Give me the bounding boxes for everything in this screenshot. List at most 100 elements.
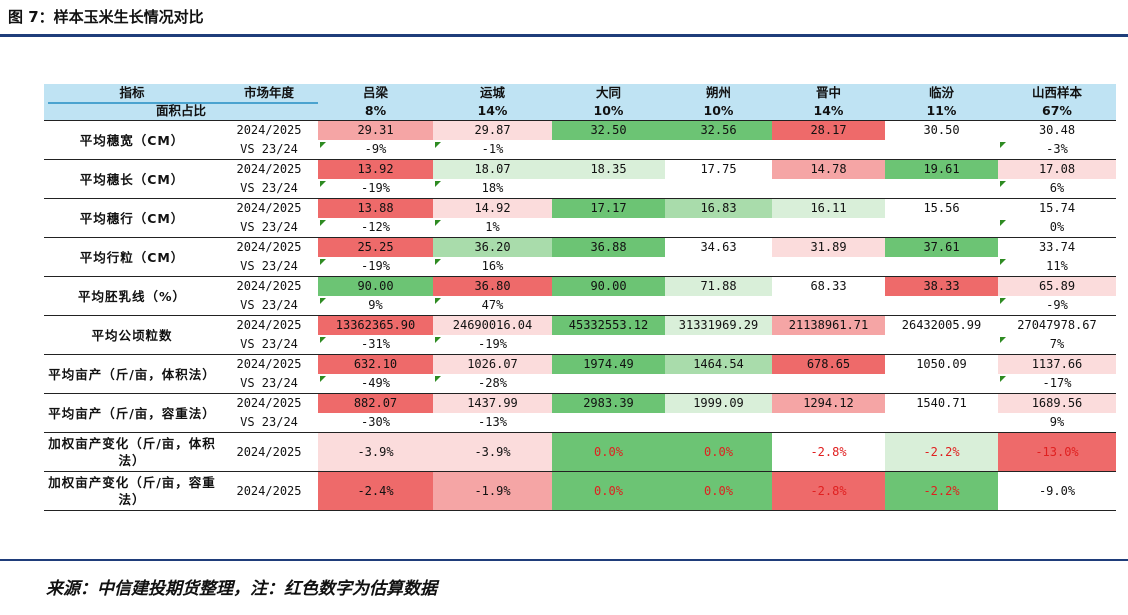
yoy-cell <box>885 296 998 316</box>
header-region-name: 晋中 <box>772 84 885 102</box>
yoy-cell <box>665 179 772 199</box>
yoy-cell: 16% <box>433 257 552 277</box>
table-row: 加权亩产变化（斤/亩，体积法） 2024/2025 -3.9% -3.9% 0.0% 0.… <box>44 432 1116 472</box>
comment-flag-icon <box>435 259 441 265</box>
metric-label: 平均胚乳线（%） <box>44 276 220 316</box>
value-cell: 31331969.29 <box>665 315 772 335</box>
yoy-cell: 6% <box>998 179 1116 199</box>
comment-flag-icon <box>320 181 326 187</box>
value-cell: -9.0% <box>998 471 1116 511</box>
value-cell: 882.07 <box>318 393 433 413</box>
value-cell: 1294.12 <box>772 393 885 413</box>
yoy-value: 1% <box>485 220 500 234</box>
value-cell: 1464.54 <box>665 354 772 374</box>
yoy-cell: 7% <box>998 335 1116 355</box>
yoy-cell: 1% <box>433 218 552 238</box>
value-cell: 33.74 <box>1038 240 1076 254</box>
metric-label: 平均行粒（CM） <box>44 237 220 277</box>
yoy-value: -3% <box>1046 142 1068 156</box>
yoy-cell: -49% <box>318 374 433 394</box>
yoy-cell <box>885 140 998 160</box>
table-row: 平均穗行（CM） 2024/2025 13.88 14.92 17.17 16.83 16.… <box>44 198 1116 238</box>
yoy-cell <box>885 257 998 277</box>
yoy-value: 11% <box>1046 259 1068 273</box>
value-cell: 1050.09 <box>916 357 967 371</box>
yoy-value: -31% <box>361 337 390 351</box>
value-cell: -2.2% <box>885 432 998 472</box>
value-cell: 90.00 <box>318 276 433 296</box>
metric-label: 平均公顷粒数 <box>44 315 220 355</box>
bottom-rule <box>0 559 1128 561</box>
value-cell: 15.74 <box>1038 201 1076 215</box>
header-area-share: 面积占比 <box>44 102 318 121</box>
comment-flag-icon <box>1000 376 1006 382</box>
value-cell: -2.8% <box>772 432 885 472</box>
yoy-cell <box>665 374 772 394</box>
value-cell: 65.89 <box>998 276 1116 296</box>
yoy-cell: 18% <box>433 179 552 199</box>
table-row: 平均亩产（斤/亩，容重法） 2024/2025 882.07 1437.99 2983.… <box>44 393 1116 433</box>
yoy-cell <box>885 218 998 238</box>
comment-flag-icon <box>435 142 441 148</box>
yoy-cell: -13% <box>433 413 552 433</box>
value-cell: 13.88 <box>318 198 433 218</box>
yoy-cell <box>885 335 998 355</box>
yoy-cell <box>552 218 665 238</box>
value-cell: -2.2% <box>885 471 998 511</box>
value-cell: 37.61 <box>885 237 998 257</box>
table-row: 平均穗长（CM） 2024/2025 13.92 18.07 18.35 17.75 14.… <box>44 159 1116 199</box>
yoy-value: -19% <box>361 259 390 273</box>
table-row-yoy: VS 23/24 -49% -28% -17% <box>44 374 1116 394</box>
comment-flag-icon <box>320 220 326 226</box>
figure-title: 图 7：样本玉米生长情况对比 <box>8 8 204 26</box>
yoy-cell: -9% <box>998 296 1116 316</box>
metric-label: 平均穗长（CM） <box>44 159 220 199</box>
yoy-value: -12% <box>361 220 390 234</box>
yoy-value: -9% <box>1046 298 1068 312</box>
value-cell: 1437.99 <box>433 393 552 413</box>
value-cell: 18.35 <box>552 159 665 179</box>
value-cell: 678.65 <box>772 354 885 374</box>
yoy-cell <box>772 374 885 394</box>
value-cell: 24690016.04 <box>433 315 552 335</box>
header-region-name: 吕梁 <box>318 84 433 102</box>
metric-label: 平均穗行（CM） <box>44 198 220 238</box>
table-row-yoy: VS 23/24 -12% 1% 0% <box>44 218 1116 238</box>
yoy-label: VS 23/24 <box>220 335 318 355</box>
yoy-cell: 11% <box>998 257 1116 277</box>
value-cell: 17.17 <box>552 198 665 218</box>
comment-flag-icon <box>320 298 326 304</box>
value-cell: 14.78 <box>772 159 885 179</box>
yoy-label: VS 23/24 <box>220 140 318 160</box>
season-label: 2024/2025 <box>236 240 302 254</box>
value-cell: 29.87 <box>433 120 552 140</box>
header-region-share: 10% <box>665 102 772 121</box>
table-row: 平均胚乳线（%） 2024/2025 90.00 36.80 90.00 71.88 68.… <box>44 276 1116 316</box>
yoy-cell <box>885 374 998 394</box>
yoy-value: -49% <box>361 376 390 390</box>
yoy-value: -30% <box>361 415 390 429</box>
comment-flag-icon <box>435 376 441 382</box>
yoy-cell: -3% <box>998 140 1116 160</box>
yoy-value: -1% <box>481 142 504 156</box>
value-cell: -1.9% <box>433 471 552 511</box>
value-cell: 16.83 <box>665 198 772 218</box>
source-note: 来源：中信建投期货整理，注：红色数字为估算数据 <box>46 579 437 599</box>
header-row-1: 指标 市场年度 吕梁 运城 大同 朔州 晋中 临汾 山西样本 <box>44 84 1116 104</box>
value-cell: 31.89 <box>772 237 885 257</box>
value-cell: 90.00 <box>552 276 665 296</box>
yoy-label: VS 23/24 <box>220 374 318 394</box>
value-cell: 1137.66 <box>998 354 1116 374</box>
yoy-cell <box>665 140 772 160</box>
yoy-cell: 9% <box>318 296 433 316</box>
value-cell: 0.0% <box>552 471 665 511</box>
table-row: 平均行粒（CM） 2024/2025 25.25 36.20 36.88 34.63 31.… <box>44 237 1116 277</box>
season-label: 2024/2025 <box>236 318 302 332</box>
header-region-share: 14% <box>433 102 552 121</box>
value-cell: 16.11 <box>772 198 885 218</box>
value-cell: 36.88 <box>552 237 665 257</box>
value-cell: -3.9% <box>318 432 433 472</box>
comment-flag-icon <box>1000 142 1006 148</box>
value-cell: 29.31 <box>318 120 433 140</box>
yoy-label: VS 23/24 <box>220 179 318 199</box>
